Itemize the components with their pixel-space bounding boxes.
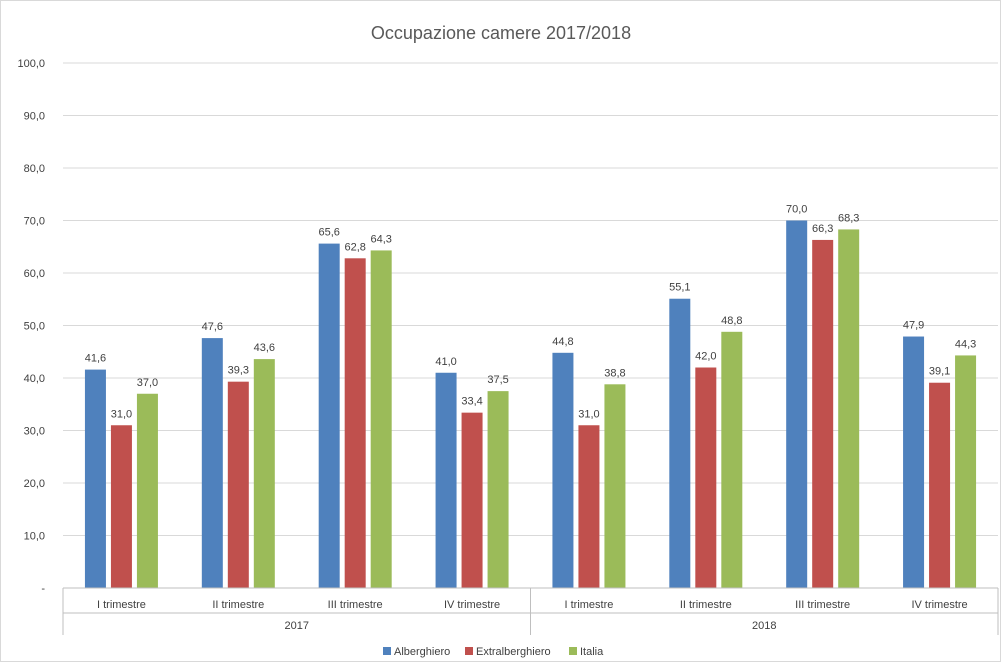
bar [721,331,743,588]
x-group-label: 2018 [752,620,776,632]
data-label: 48,8 [721,315,742,327]
legend-label: Extralberghiero [476,646,551,658]
y-axis-ticks: - 10,0 20,0 30,0 40,0 50,0 60,0 70,0 80,0 90,0 100… [17,58,45,595]
data-label: 68,3 [838,212,859,224]
bar [370,250,392,589]
x-tick-label: II trimestre [212,599,264,611]
y-tick-label: - [41,583,45,595]
data-label: 41,6 [85,353,106,365]
data-label: 66,3 [812,223,833,235]
data-label: 42,0 [695,351,716,363]
y-tick-label: 10,0 [24,531,45,543]
data-label: 33,4 [461,396,482,408]
data-label: 70,0 [786,204,807,216]
data-label: 64,3 [370,233,391,245]
y-tick-label: 30,0 [24,426,45,438]
bar [487,391,509,588]
bar [435,372,457,588]
data-label: 47,9 [903,320,924,332]
bars [84,220,977,589]
bar [669,298,691,588]
legend: Alberghiero Extralberghiero Italia [383,646,604,658]
x-tick-label: II trimestre [680,599,732,611]
data-label: 39,1 [929,366,950,378]
bar [838,229,860,589]
y-tick-label: 20,0 [24,478,45,490]
x-tick-label: I trimestre [97,599,146,611]
bar [903,336,925,588]
data-labels: 41,6 31,0 37,0 47,6 39,3 43,6 65,6 62,8 64,3 41,0… [85,204,977,421]
chart-title: Occupazione camere 2017/2018 [371,23,631,43]
legend-swatch [383,647,391,655]
data-label: 44,3 [955,338,976,350]
y-tick-label: 40,0 [24,373,45,385]
bar [552,352,574,588]
bar [786,220,808,588]
bar [578,425,600,588]
x-axis: I trimestre II trimestre III trimestre IV t… [62,587,999,635]
x-tick-label: III trimestre [795,599,850,611]
bar [110,425,132,588]
y-tick-label: 100,0 [17,58,45,70]
bar [201,338,223,588]
y-tick-label: 50,0 [24,321,45,333]
x-tick-label: IV trimestre [911,599,967,611]
y-tick-label: 80,0 [24,163,45,175]
data-label: 44,8 [552,336,573,348]
bar [461,412,483,588]
bar [695,367,717,588]
data-label: 55,1 [669,282,690,294]
bar [136,393,158,588]
y-tick-label: 60,0 [24,268,45,280]
data-label: 41,0 [435,356,456,368]
x-tick-label: III trimestre [328,599,383,611]
data-label: 37,5 [487,374,508,386]
data-label: 47,6 [202,321,223,333]
bar [812,239,834,589]
data-label: 43,6 [254,342,275,354]
data-label: 38,8 [604,367,625,379]
bar [253,359,275,588]
bar [227,381,249,588]
legend-swatch [569,647,577,655]
legend-label: Alberghiero [394,646,450,658]
x-tick-label: I trimestre [564,599,613,611]
bar [344,258,366,588]
x-tick-label: IV trimestre [444,599,500,611]
legend-swatch [465,647,473,655]
data-label: 37,0 [137,377,158,389]
bar [84,369,106,588]
y-tick-label: 90,0 [24,111,45,123]
bar [955,355,977,588]
data-label: 31,0 [111,408,132,420]
bar [604,384,626,588]
data-label: 31,0 [578,408,599,420]
bar [929,382,951,588]
data-label: 65,6 [318,227,339,239]
x-group-label: 2017 [285,620,309,632]
data-label: 39,3 [228,365,249,377]
bar [318,243,340,588]
data-label: 62,8 [344,241,365,253]
y-tick-label: 70,0 [24,216,45,228]
legend-label: Italia [580,646,604,658]
